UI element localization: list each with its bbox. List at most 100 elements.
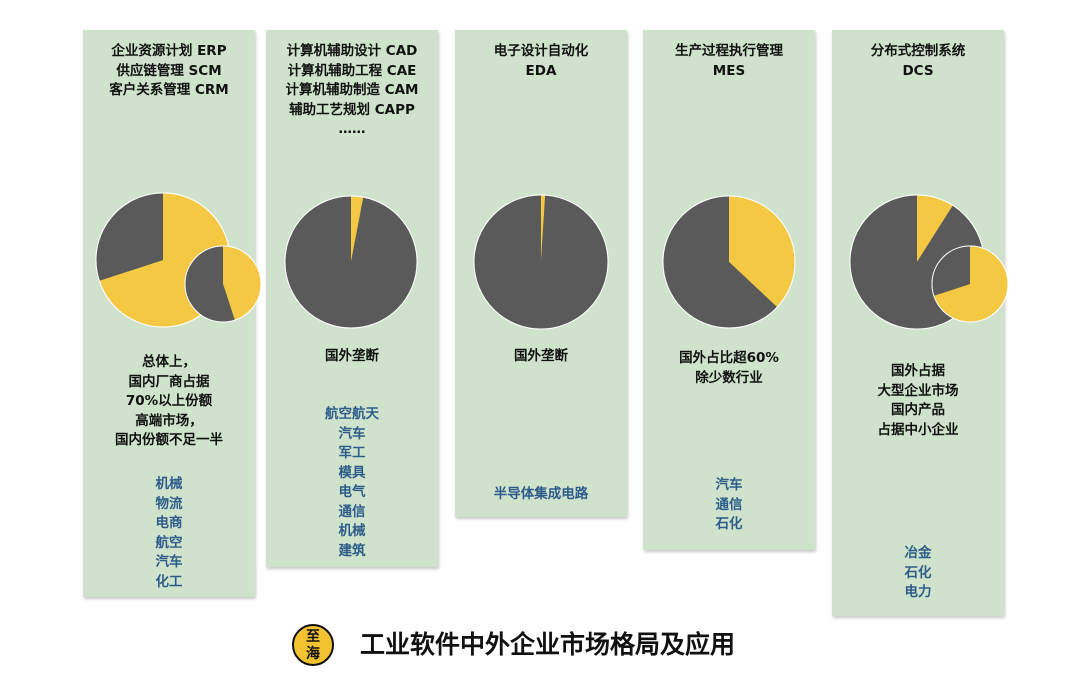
industry-list: 机械 物流 电商 航空 汽车 化工	[83, 475, 255, 592]
industry-item: 机械	[338, 523, 366, 539]
pie	[473, 194, 609, 330]
pie-slice-foreign	[284, 196, 417, 328]
industry-item: 电气	[338, 484, 366, 500]
pie-slice-foreign	[663, 196, 778, 328]
heading-line: 计算机辅助设计 CAD	[286, 43, 418, 59]
industry-item: 军工	[338, 445, 366, 461]
industry-item: 通信	[715, 496, 743, 513]
industry-item: 通信	[338, 503, 366, 520]
panel-mes: 生产过程执行管理 MES 国外占比超60% 除少数行业 汽车 通信 石化	[643, 30, 815, 550]
panel-heading: 计算机辅助设计 CAD 计算机辅助工程 CAE 计算机辅助制造 CAM 辅助工艺…	[266, 42, 438, 140]
heading-line: DCS	[902, 62, 934, 79]
panel-erp: 企业资源计划 ERP 供应链管理 SCM 客户关系管理 CRM 总体上， 国内厂…	[83, 30, 262, 597]
industry-item: 机械	[155, 476, 183, 492]
heading-line: ……	[338, 121, 366, 137]
heading-line: 计算机辅助制造 CAM	[285, 82, 419, 98]
industry-item: 建筑	[338, 542, 366, 559]
summary-line: 国外占据	[891, 363, 945, 379]
pie-outline	[284, 195, 418, 329]
pie	[931, 245, 1009, 323]
industry-item: 模具	[338, 464, 366, 481]
pie	[284, 195, 418, 329]
industry-list: 航空航天 汽车 军工 模具 电气 通信 机械 建筑	[266, 405, 438, 561]
pie-outline	[473, 194, 609, 330]
summary-line: 占据中小企业	[877, 421, 959, 438]
heading-line: 分布式控制系统	[870, 43, 966, 59]
industry-item: 航空航天	[325, 406, 379, 422]
pie-chart-dcs	[849, 194, 1009, 330]
industry-item: 汽车	[338, 425, 366, 442]
pie-chart-erp	[95, 192, 262, 328]
industry-item: 电力	[904, 584, 932, 600]
heading-line: 企业资源计划 ERP	[111, 43, 227, 59]
summary-line: 国内厂商占据	[128, 373, 210, 390]
industry-list: 冶金 石化 电力	[832, 544, 1004, 603]
industry-item: 石化	[904, 564, 932, 581]
pie-outline	[184, 245, 262, 323]
pie-slice-foreign	[96, 193, 163, 281]
logo-char: 至	[306, 629, 320, 645]
heading-line: 客户关系管理 CRM	[109, 82, 229, 98]
pie-outline	[662, 195, 796, 329]
pie-slice-foreign	[184, 246, 235, 322]
industry-item: 石化	[715, 516, 743, 532]
heading-line: 供应链管理 SCM	[116, 62, 222, 79]
industry-item: 物流	[155, 495, 183, 512]
pie-slice-foreign	[932, 246, 970, 296]
summary-line: 除少数行业	[695, 369, 763, 386]
pie-slice-domestic	[351, 196, 364, 262]
summary-line: 国外垄断	[325, 348, 379, 364]
summary-line: 70%以上份额	[125, 393, 213, 409]
pie	[184, 245, 262, 323]
heading-line: 电子设计自动化	[493, 43, 589, 59]
pie-chart-mes	[662, 195, 796, 329]
summary-line: 总体上，	[142, 354, 196, 370]
pie-slice-domestic	[729, 196, 795, 308]
industry-item: 航空	[155, 534, 183, 551]
summary-line: 国外垄断	[514, 348, 568, 364]
pie-slice-domestic	[917, 195, 953, 262]
summary-line: 国内产品	[891, 402, 945, 418]
pie-slice-domestic	[223, 246, 261, 321]
pie-slice-domestic	[933, 246, 1008, 322]
heading-line: 计算机辅助工程 CAE	[287, 62, 417, 79]
industry-item: 化工	[155, 573, 183, 590]
pie	[662, 195, 796, 329]
panel-heading: 企业资源计划 ERP 供应链管理 SCM 客户关系管理 CRM	[83, 42, 255, 101]
summary-line: 国内份额不足一半	[115, 432, 223, 448]
summary-line: 大型企业市场	[877, 382, 959, 399]
pie-outline	[931, 245, 1009, 323]
pie-chart-cad	[284, 195, 418, 329]
panel-summary: 国外垄断	[455, 347, 627, 367]
pie-slice-foreign	[474, 195, 609, 329]
industry-item: 半导体集成电路	[493, 486, 589, 502]
industry-item: 汽车	[715, 477, 743, 493]
industry-list: 半导体集成电路	[455, 485, 627, 505]
logo-char: 海	[306, 646, 320, 662]
industry-list: 汽车 通信 石化	[643, 476, 815, 535]
industry-item: 冶金	[904, 545, 932, 561]
summary-line: 国外占比超60%	[679, 350, 779, 366]
heading-line: 生产过程执行管理	[675, 43, 783, 59]
footer: 至 海 工业软件中外企业市场格局及应用	[292, 624, 792, 668]
heading-line: EDA	[525, 62, 557, 79]
panel-dcs: 分布式控制系统 DCS 国外占据 大型企业市场 国内产品 占据中小企业 冶金 石…	[832, 30, 1009, 616]
industry-item: 电商	[155, 515, 183, 531]
panel-heading: 电子设计自动化 EDA	[455, 42, 627, 81]
panel-cad: 计算机辅助设计 CAD 计算机辅助工程 CAE 计算机辅助制造 CAM 辅助工艺…	[266, 30, 438, 567]
panel-heading: 分布式控制系统 DCS	[832, 42, 1004, 81]
summary-line: 高端市场，	[135, 412, 203, 429]
panel-summary: 国外垄断	[266, 347, 438, 367]
panel-summary: 国外占比超60% 除少数行业	[643, 349, 815, 388]
pie-slice-domestic	[541, 195, 546, 262]
heading-line: 辅助工艺规划 CAPP	[289, 101, 415, 118]
panel-eda: 电子设计自动化 EDA 国外垄断 半导体集成电路	[455, 30, 627, 517]
panel-summary: 总体上， 国内厂商占据 70%以上份额 高端市场， 国内份额不足一半	[83, 353, 255, 451]
panel-heading: 生产过程执行管理 MES	[643, 42, 815, 81]
logo-seal: 至 海	[292, 624, 334, 666]
page-title: 工业软件中外企业市场格局及应用	[360, 630, 736, 659]
industry-item: 汽车	[155, 554, 183, 570]
pie-chart-eda	[473, 194, 609, 330]
heading-line: MES	[712, 62, 746, 79]
panel-summary: 国外占据 大型企业市场 国内产品 占据中小企业	[832, 362, 1004, 440]
